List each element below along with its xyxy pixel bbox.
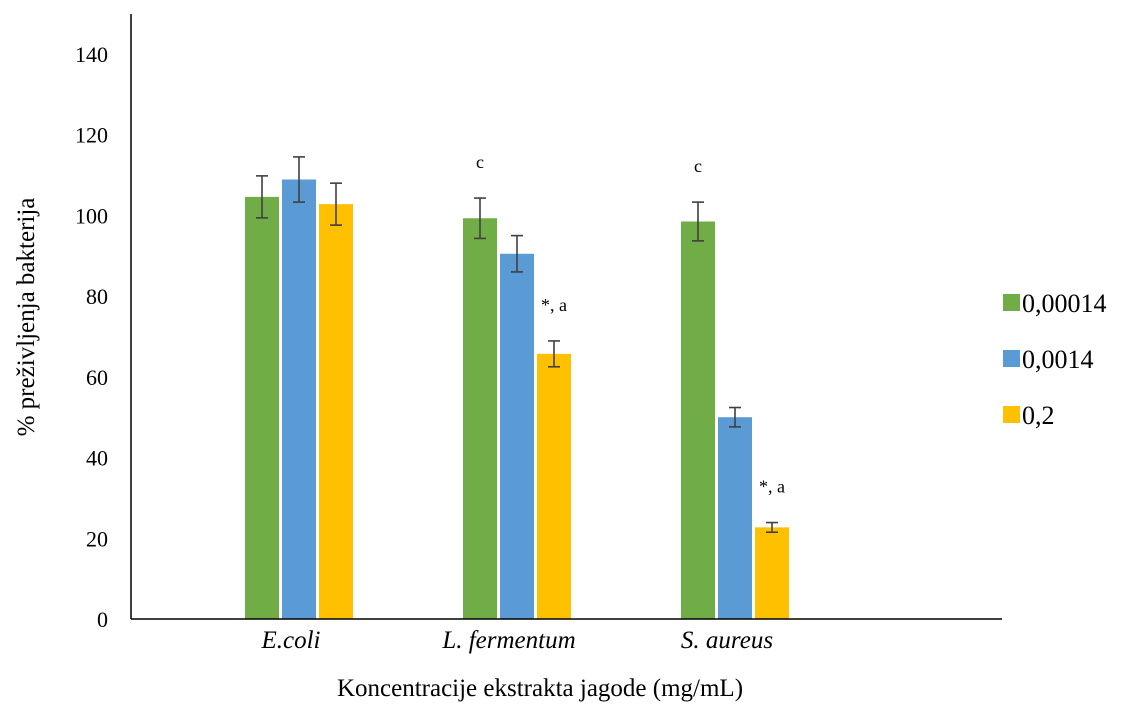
x-category-label: E.coli bbox=[260, 627, 320, 654]
significance-annotations: c *, a c *, a bbox=[476, 152, 785, 496]
annotation-label: c bbox=[694, 156, 702, 176]
bar bbox=[537, 353, 571, 619]
y-axis-ticks: 0 20 40 60 80 100 120 140 bbox=[75, 42, 108, 632]
bar bbox=[755, 527, 789, 619]
bar bbox=[681, 221, 715, 619]
bar bbox=[500, 253, 534, 619]
legend-swatch bbox=[1003, 294, 1020, 311]
x-category-label: S. aureus bbox=[681, 627, 773, 654]
legend-swatch bbox=[1003, 350, 1020, 367]
y-tick-label: 60 bbox=[86, 365, 108, 390]
annotation-label: *, a bbox=[759, 477, 785, 497]
bar bbox=[319, 204, 353, 619]
y-tick-label: 0 bbox=[97, 607, 108, 632]
legend-label: 0,00014 bbox=[1022, 289, 1107, 318]
y-tick-label: 100 bbox=[75, 203, 108, 228]
y-tick-label: 120 bbox=[75, 123, 108, 148]
y-tick-label: 80 bbox=[86, 284, 108, 309]
x-axis-title: Koncentracije ekstrakta jagode (mg/mL) bbox=[337, 675, 743, 702]
bars bbox=[245, 179, 789, 619]
x-axis-category-labels: E.coli L. fermentum S. aureus bbox=[260, 627, 773, 654]
legend-label: 0,0014 bbox=[1022, 345, 1094, 374]
y-tick-label: 140 bbox=[75, 42, 108, 67]
y-tick-label: 40 bbox=[86, 446, 108, 471]
legend-label: 0,2 bbox=[1022, 401, 1055, 430]
y-axis-title: % preživljenja bakterija bbox=[13, 198, 40, 437]
legend: 0,00014 0,0014 0,2 bbox=[1003, 289, 1107, 430]
error-bars bbox=[256, 156, 778, 534]
bar bbox=[282, 179, 316, 619]
bar bbox=[245, 196, 279, 619]
legend-swatch bbox=[1003, 406, 1020, 423]
annotation-label: c bbox=[476, 152, 484, 172]
y-tick-label: 20 bbox=[86, 526, 108, 551]
annotation-label: *, a bbox=[541, 295, 567, 315]
bar bbox=[463, 218, 497, 619]
bar bbox=[718, 417, 752, 619]
x-category-label: L. fermentum bbox=[441, 627, 575, 654]
